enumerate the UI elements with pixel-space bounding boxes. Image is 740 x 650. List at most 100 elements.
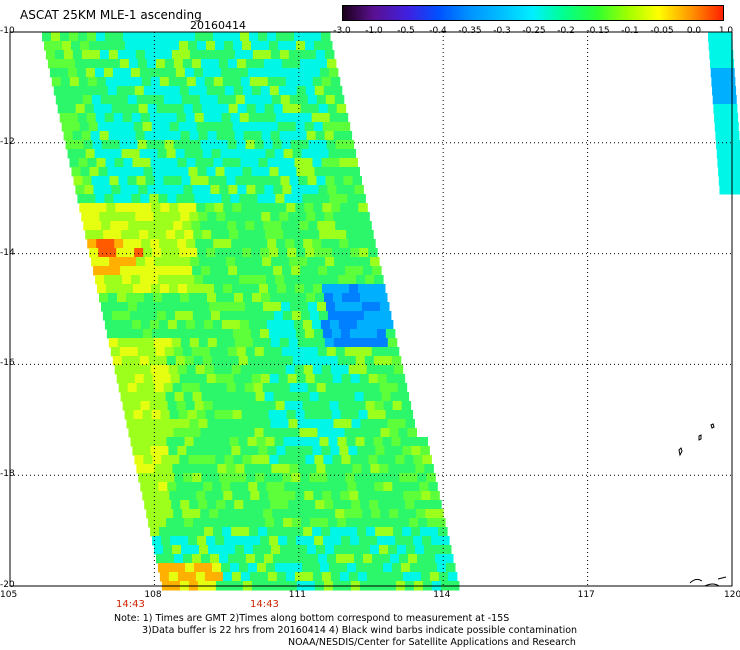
swath-cell [91, 176, 101, 186]
swath-cell [316, 464, 326, 474]
swath-cell [350, 248, 360, 258]
swath-cell [165, 266, 175, 276]
swath-cell [154, 176, 164, 186]
swath-cell [355, 230, 365, 240]
swath-cell [211, 518, 221, 528]
swath-cell [81, 131, 92, 141]
swath-cell [266, 275, 276, 285]
swath-cell [258, 158, 268, 168]
swath-cell [245, 221, 255, 231]
swath-cell [354, 266, 364, 276]
swath-cell [380, 302, 390, 312]
swath-cell [109, 176, 119, 186]
swath-cell [354, 311, 365, 321]
swath-cell [263, 509, 273, 519]
swath-cell [352, 176, 362, 186]
swath-cell [239, 113, 250, 123]
swath-cell [158, 113, 169, 123]
swath-cell [147, 392, 158, 402]
swath-cell [413, 455, 423, 465]
swath-cell [264, 311, 275, 321]
swath-cell [347, 401, 358, 411]
swath-cell [202, 68, 213, 78]
swath-cell [326, 509, 336, 519]
swath-cell [111, 104, 122, 114]
swath-cell [383, 320, 394, 330]
swath-cell [278, 536, 288, 546]
swath-cell [300, 392, 311, 402]
swath-cell [205, 410, 216, 420]
swath-cell [307, 95, 318, 105]
swath-cell [166, 68, 177, 78]
swath-cell [127, 383, 138, 393]
swath-cell [75, 104, 86, 114]
swath-cell [144, 419, 154, 429]
swath-cell [315, 419, 325, 429]
swath-cell [118, 95, 129, 105]
swath-cell [98, 248, 108, 258]
swath-cell [345, 266, 355, 276]
swath-cell [299, 59, 310, 69]
swath-cell [72, 131, 83, 141]
swath-cell [190, 176, 200, 186]
swath-cell [90, 212, 100, 222]
swath-cell [309, 185, 319, 195]
swath-cell [255, 473, 265, 483]
swath-cell [156, 104, 167, 114]
swath-cell [325, 383, 336, 393]
swath-cell [244, 383, 255, 393]
swath-cell [210, 104, 221, 114]
swath-cell [113, 275, 123, 285]
swath-cell [286, 284, 296, 294]
swath-cell [83, 59, 94, 69]
swath-cell [105, 239, 115, 249]
swath-cell [240, 77, 251, 87]
swath-cell [145, 176, 155, 186]
swath-cell [393, 572, 404, 582]
swath-cell [269, 86, 280, 96]
swath-cell [196, 410, 207, 420]
swath-cell [382, 437, 392, 447]
swath-cell [108, 50, 119, 60]
swath-cell [372, 311, 383, 321]
swath-cell [402, 527, 412, 537]
swath-cell [283, 68, 294, 78]
swath-cell [285, 527, 295, 537]
swath-cell [158, 275, 168, 285]
swath-cell [323, 41, 333, 51]
swath-cell [148, 149, 159, 159]
swath-cell [211, 230, 221, 240]
swath-cell [161, 86, 172, 96]
swath-cell [182, 59, 193, 69]
swath-cell [53, 41, 63, 51]
swath-cell [140, 113, 151, 123]
swath-cell [167, 275, 177, 285]
swath-cell [202, 356, 213, 366]
swath-cell [341, 374, 352, 384]
swath-cell [277, 491, 287, 501]
swath-cell [153, 212, 163, 222]
swath-cell [316, 95, 327, 105]
swath-cell [197, 41, 207, 51]
swath-cell [143, 374, 154, 384]
swath-cell [301, 437, 311, 447]
swath-cell [339, 527, 349, 537]
swath-cell [333, 131, 344, 141]
swath-cell [253, 95, 264, 105]
swath-cell [200, 302, 210, 312]
swath-cell [406, 464, 416, 474]
swath-cell [44, 41, 54, 51]
swath-cell [126, 293, 136, 303]
swath-cell [170, 248, 180, 258]
swath-cell [181, 257, 191, 267]
swath-cell [189, 50, 200, 60]
swath-cell [218, 347, 229, 357]
swath-cell [89, 86, 100, 96]
swath-cell [343, 464, 353, 474]
swath-cell [296, 374, 307, 384]
swath-cell [273, 554, 283, 564]
swath-cell [215, 374, 226, 384]
swath-cell [246, 392, 257, 402]
swath-cell [173, 59, 184, 69]
swath-cell [126, 50, 137, 60]
